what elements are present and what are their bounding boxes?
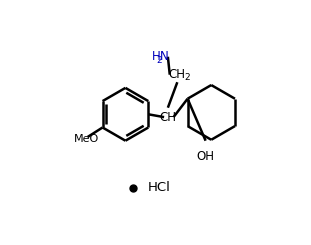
Text: 2: 2 (156, 56, 162, 65)
Text: N: N (160, 50, 169, 63)
Text: MeO: MeO (74, 134, 99, 144)
Text: CH: CH (169, 68, 186, 81)
Text: CH: CH (159, 111, 176, 124)
Text: HCl: HCl (148, 181, 171, 194)
Text: H: H (152, 50, 160, 63)
Text: 2: 2 (184, 73, 190, 82)
Text: OH: OH (197, 150, 215, 163)
